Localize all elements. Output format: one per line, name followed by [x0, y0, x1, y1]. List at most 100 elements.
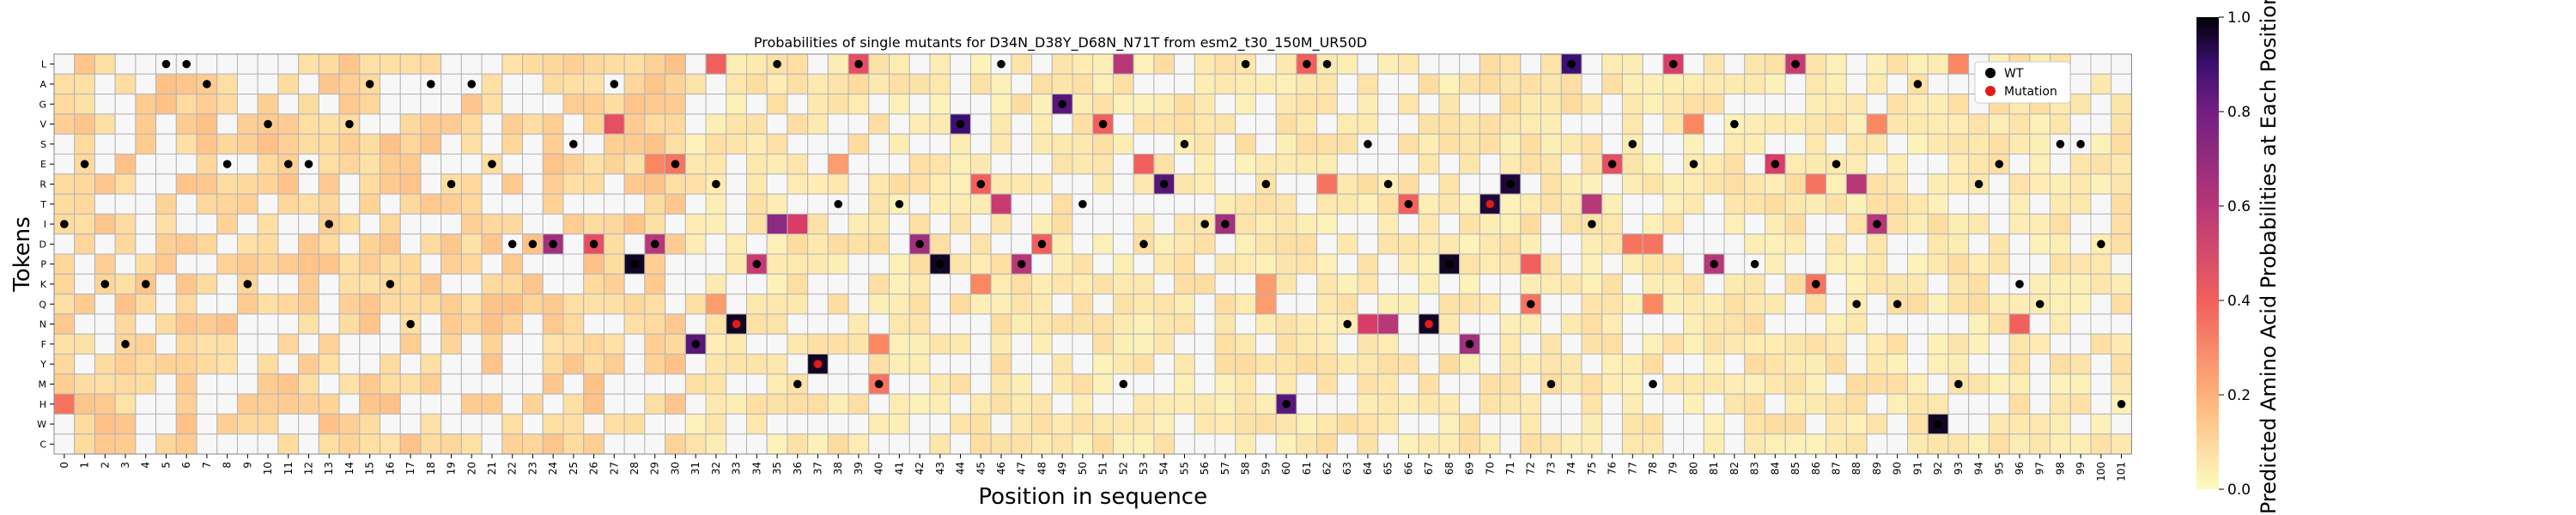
heatmap-cell: [2050, 173, 2071, 195]
heatmap-cell: [1092, 413, 1114, 435]
heatmap-cell: [318, 94, 340, 115]
wt-marker: [447, 179, 456, 189]
heatmap-cell: [950, 154, 971, 175]
heatmap-cell: [1377, 233, 1400, 255]
heatmap-cell: [135, 73, 157, 95]
heatmap-cell: [2069, 333, 2092, 355]
heatmap-cell: [1601, 73, 1623, 95]
heatmap-cell: [1235, 333, 1256, 355]
heatmap-cell: [1744, 173, 1765, 195]
x-tick-label: 65: [1382, 462, 1394, 475]
heatmap-cell: [1051, 213, 1073, 235]
heatmap-cell: [1826, 94, 1847, 115]
heatmap-cell: [2029, 413, 2051, 435]
heatmap-cell: [277, 113, 300, 135]
heatmap-cell: [481, 233, 503, 255]
heatmap-cell: [318, 173, 340, 195]
heatmap-cell: [440, 273, 462, 295]
heatmap-cell: [1540, 333, 1562, 355]
heatmap-cell: [787, 113, 809, 135]
heatmap-cell: [1357, 53, 1379, 75]
heatmap-cell: [420, 294, 442, 315]
heatmap-cell: [1438, 193, 1461, 215]
heatmap-cell: [1907, 213, 1929, 235]
heatmap-cell: [2050, 253, 2071, 275]
heatmap-cell: [2050, 373, 2071, 395]
heatmap-cell: [1866, 294, 1888, 315]
heatmap-cell: [2029, 253, 2051, 275]
heatmap-cell: [684, 313, 707, 335]
heatmap-cell: [236, 193, 258, 215]
heatmap-cell: [277, 294, 300, 315]
heatmap-cell: [787, 133, 809, 154]
wt-marker: [2015, 280, 2024, 288]
x-tick-label: 101: [2116, 462, 2128, 482]
heatmap-cell: [1581, 393, 1603, 415]
x-tick-label: 66: [1402, 462, 1414, 475]
heatmap-cell: [481, 94, 503, 115]
heatmap-cell: [1927, 193, 1949, 215]
heatmap-cell: [1845, 193, 1868, 215]
heatmap-cell: [1560, 233, 1583, 255]
heatmap-cell: [196, 433, 218, 455]
heatmap-cell: [2090, 373, 2112, 395]
heatmap-cell: [1581, 53, 1603, 75]
heatmap-cell: [1377, 94, 1400, 115]
heatmap-cell: [114, 113, 137, 135]
heatmap-cell: [1235, 154, 1256, 175]
heatmap-cell: [1662, 273, 1685, 295]
heatmap-cell: [1418, 393, 1440, 415]
heatmap-cell: [1235, 354, 1256, 375]
heatmap-cell: [1947, 113, 1970, 135]
heatmap-cell: [1459, 193, 1480, 215]
heatmap-cell: [1988, 433, 2010, 455]
heatmap-cell: [1235, 393, 1256, 415]
heatmap-cell: [848, 393, 870, 415]
heatmap-cell: [1927, 373, 1949, 395]
wt-marker: [365, 80, 374, 88]
x-tick-label: 71: [1504, 462, 1516, 475]
heatmap-cell: [1377, 73, 1400, 95]
heatmap-cell: [827, 213, 849, 235]
heatmap-cell: [94, 233, 116, 255]
heatmap-cell: [1662, 393, 1685, 415]
x-tick-label: 94: [1973, 462, 1985, 475]
heatmap-cell: [868, 253, 890, 275]
heatmap-cell: [787, 294, 809, 315]
heatmap-cell: [665, 294, 686, 315]
heatmap-cell: [1866, 373, 1888, 395]
heatmap-cell: [277, 73, 300, 95]
heatmap-cell: [807, 73, 829, 95]
heatmap-cell: [868, 233, 890, 255]
heatmap-cell: [1479, 433, 1501, 455]
wt-marker: [1771, 160, 1780, 168]
heatmap-cell: [1968, 373, 1990, 395]
heatmap-cell: [216, 413, 238, 435]
heatmap-cell: [1377, 154, 1400, 175]
heatmap-cell: [1377, 193, 1400, 215]
heatmap-cell: [236, 213, 258, 235]
heatmap-cell: [1581, 133, 1603, 154]
heatmap-cell: [1784, 333, 1807, 355]
heatmap-cell: [929, 354, 951, 375]
heatmap-cell: [1744, 113, 1765, 135]
heatmap-cell: [1805, 313, 1827, 335]
heatmap-cell: [644, 253, 666, 275]
heatmap-cell: [114, 233, 137, 255]
heatmap-cell: [583, 273, 605, 295]
wt-marker: [528, 239, 538, 249]
heatmap-cell: [1581, 173, 1603, 195]
heatmap-cell: [114, 154, 137, 175]
heatmap-cell: [53, 53, 76, 75]
wt-marker: [915, 239, 924, 249]
heatmap-cell: [1683, 294, 1704, 315]
heatmap-cell: [440, 333, 462, 355]
heatmap-cell: [114, 393, 137, 415]
wt-marker: [1567, 59, 1576, 69]
heatmap-cell: [1418, 433, 1440, 455]
heatmap-cell: [1581, 73, 1603, 95]
x-tick-label: 28: [629, 462, 641, 475]
heatmap-cell: [868, 73, 890, 95]
heatmap-cell: [1214, 113, 1236, 135]
heatmap-cell: [420, 233, 442, 255]
